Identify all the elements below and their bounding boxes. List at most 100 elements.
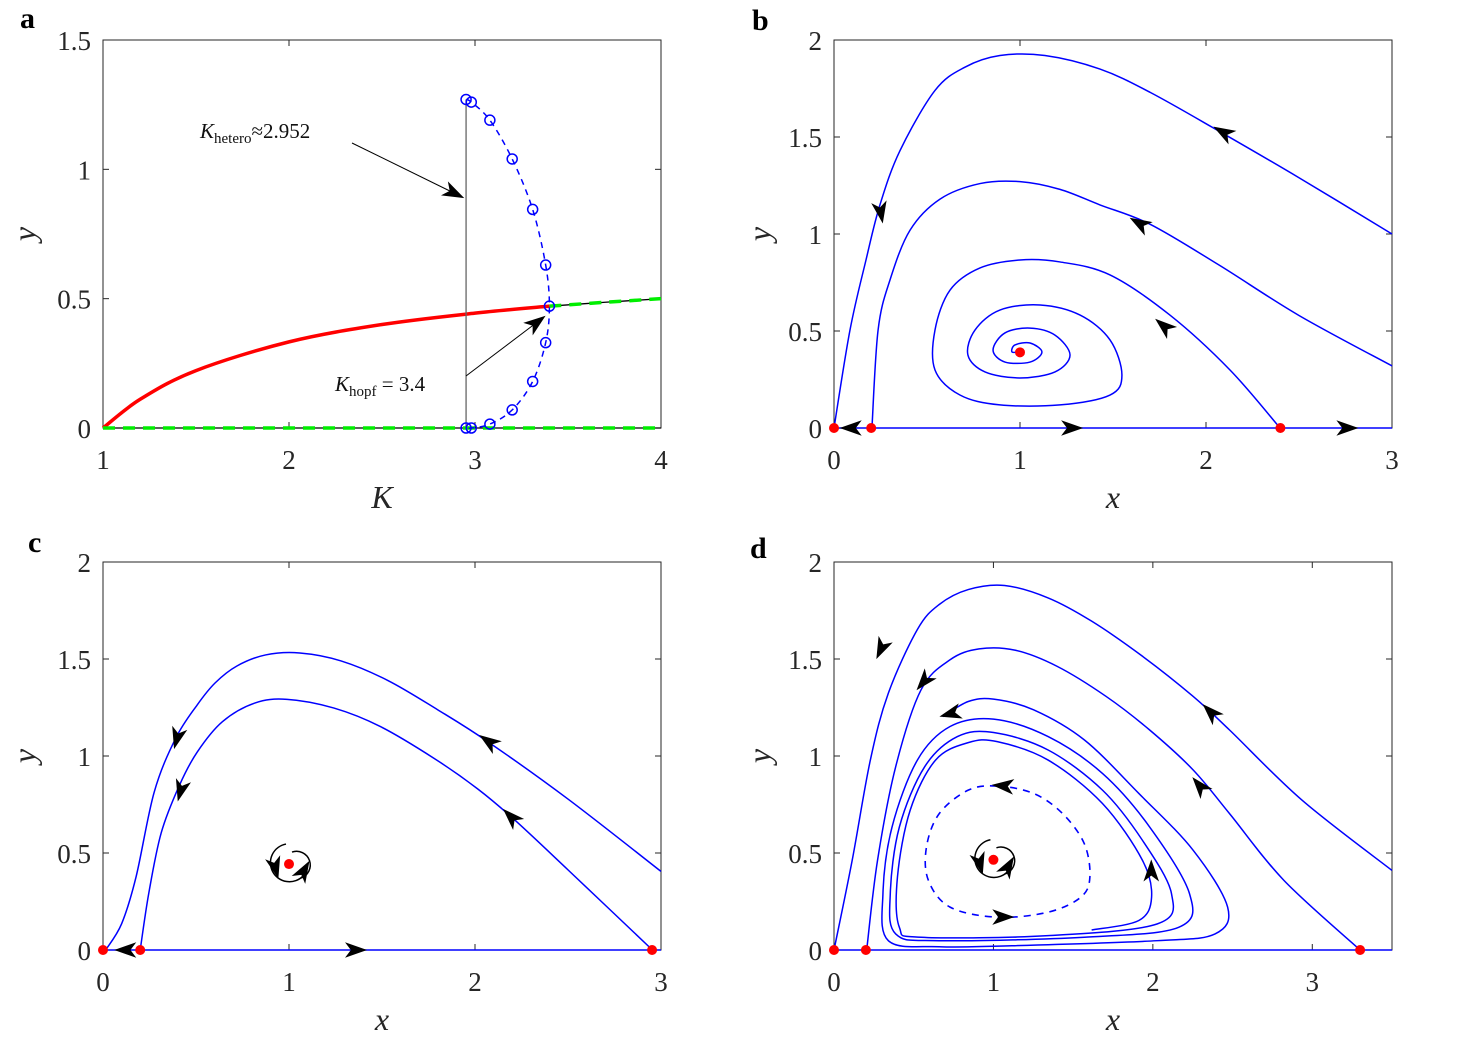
trajectory-arrow <box>1192 777 1213 800</box>
panel-label: b <box>752 4 769 37</box>
trajectory <box>881 697 1230 948</box>
x-tick-label: 3 <box>1385 445 1399 475</box>
trajectory-arrow <box>479 734 502 755</box>
axes-box <box>833 561 1393 951</box>
stable-equilibrium-branch <box>101 304 550 430</box>
equilibrium-point <box>866 423 877 433</box>
y-axis-label: y <box>6 226 42 244</box>
equilibrium-point <box>284 859 294 870</box>
annotation-hopf: Khopf = 3.4 <box>334 372 426 400</box>
trajectory <box>931 258 1281 429</box>
y-tick-label: 1.5 <box>788 123 822 153</box>
panel-label: a <box>20 2 35 35</box>
x-tick-label: 1 <box>96 445 110 475</box>
x-tick-label: 2 <box>468 967 482 997</box>
trajectory-arrow <box>1202 704 1224 726</box>
rotation-arrow <box>265 855 281 879</box>
y-tick-label: 1.5 <box>57 26 91 56</box>
annotation-arrowhead <box>523 315 546 336</box>
annotation-arrow-line <box>351 142 459 196</box>
trajectory-arrow <box>1213 126 1237 145</box>
trajectory-arrow <box>172 725 188 750</box>
x-tick-label: 3 <box>654 967 668 997</box>
panel-c: 0 1 2 3 0 0.5 1 1.5 2 x y c <box>6 526 668 1037</box>
equilibrium-point <box>829 945 839 955</box>
trajectory-arrow <box>1155 318 1178 339</box>
rotation-arrow <box>996 856 1014 880</box>
x-tick-label: 3 <box>468 445 482 475</box>
annotation-symbol: K <box>334 372 350 396</box>
x-tick-label: 1 <box>282 967 296 997</box>
y-axis-label: y <box>741 748 777 766</box>
x-tick-label: 2 <box>1199 445 1213 475</box>
y-tick-label: 2 <box>809 548 823 578</box>
x-tick-label: 2 <box>282 445 296 475</box>
equilibrium-point <box>647 945 658 955</box>
trajectory-arrow <box>992 909 1015 925</box>
y-tick-label: 1 <box>78 155 92 185</box>
y-tick-label: 0.5 <box>57 285 91 315</box>
trajectory-arrow <box>503 808 525 831</box>
y-tick-label: 2 <box>809 26 823 56</box>
cycle-amplitude-marker <box>543 300 556 312</box>
trajectory <box>833 584 1393 951</box>
y-tick-label: 2 <box>78 548 92 578</box>
equilibrium-point <box>988 854 999 865</box>
equilibrium-point <box>98 945 108 955</box>
trajectory-arrow <box>939 703 963 719</box>
trajectory-arrow <box>1143 859 1160 882</box>
y-tick-label: 0 <box>809 936 823 966</box>
axes-box <box>102 561 662 951</box>
trajectory-arrow <box>1129 217 1153 236</box>
x-tick-label: 4 <box>654 445 668 475</box>
equilibrium-point <box>135 945 146 955</box>
y-axis-label: y <box>741 226 777 244</box>
y-tick-label: 1.5 <box>57 645 91 675</box>
cycle-amplitude-marker <box>460 422 472 434</box>
y-tick-label: 0.5 <box>788 317 822 347</box>
rotation-arrow <box>969 850 985 875</box>
trajectory-arrow <box>871 200 887 224</box>
equilibrium-point <box>860 945 871 955</box>
panel-label: d <box>750 532 767 565</box>
x-tick-label: 0 <box>96 967 110 997</box>
trajectory-arrow <box>1061 420 1084 436</box>
panel-b: 0 1 2 3 0 0.5 1 1.5 2 x y b <box>741 4 1399 515</box>
cycle-amplitude-marker <box>506 404 518 416</box>
x-axis-label: x <box>1105 479 1120 515</box>
annotation-arrow-line <box>465 319 541 377</box>
trajectory-arrow <box>1336 420 1359 436</box>
cycle-amplitude-marker <box>526 375 539 388</box>
rotation-arc <box>269 843 304 883</box>
panel-label: c <box>28 526 41 559</box>
trajectory-arrow <box>916 668 937 691</box>
cycle-amplitude-marker <box>484 418 496 430</box>
trajectory-arrow <box>114 942 137 958</box>
y-tick-label: 1.5 <box>788 645 822 675</box>
cycle-amplitude-marker <box>484 114 496 126</box>
x-tick-label: 3 <box>1306 967 1320 997</box>
y-tick-label: 1 <box>809 742 823 772</box>
x-tick-label: 1 <box>1013 445 1027 475</box>
annotation-value: ≈2.952 <box>252 119 311 143</box>
equilibrium-point <box>1015 347 1025 358</box>
annotation-subscript: hetero <box>214 131 251 147</box>
annotation-symbol: K <box>199 119 215 143</box>
trajectory-arrow <box>175 778 192 802</box>
rotation-arrow <box>291 860 310 884</box>
unstable-equilibrium-branch <box>549 298 662 307</box>
x-tick-label: 1 <box>987 967 1001 997</box>
unstable-limit-cycle <box>924 785 1091 919</box>
x-tick-label: 0 <box>827 967 841 997</box>
trajectory <box>871 180 1393 429</box>
x-tick-label: 0 <box>827 445 841 475</box>
cycle-amplitude-marker <box>465 422 478 434</box>
cycle-amplitude-marker <box>539 336 552 349</box>
x-axis-label: K <box>370 479 394 515</box>
trajectory-arrow <box>991 779 1015 795</box>
cycle-amplitude-marker <box>526 203 539 216</box>
y-tick-label: 1 <box>809 220 823 250</box>
y-tick-label: 0 <box>78 936 92 966</box>
